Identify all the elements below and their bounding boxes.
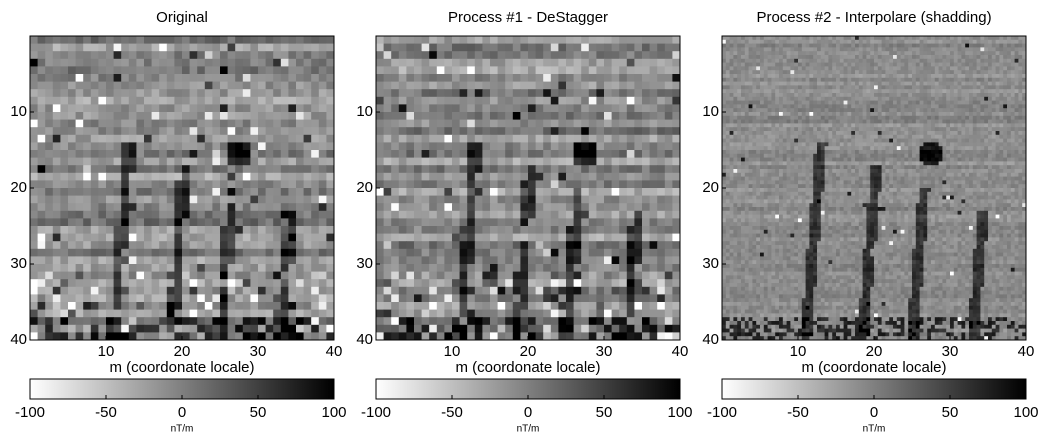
colorbar-tick-label: 0	[178, 404, 186, 421]
x-axis-label: m (coordonate locale)	[109, 359, 254, 376]
colorbar-tick-label: 0	[870, 404, 878, 421]
x-tick-label: 40	[1018, 343, 1035, 360]
colorbar-tick-label: 100	[667, 404, 692, 421]
panel-title: Original	[156, 9, 208, 26]
y-tick-label: 40	[356, 331, 373, 348]
x-tick-label: 10	[444, 343, 461, 360]
panel-title: Process #2 - Interpolare (shadding)	[756, 9, 991, 26]
colorbar-tick-label: -50	[441, 404, 463, 421]
y-tick-label: 40	[10, 331, 27, 348]
image	[30, 36, 335, 341]
colorbar-tick-label: 100	[1013, 404, 1038, 421]
x-tick-label: 20	[520, 343, 537, 360]
x-tick-label: 30	[250, 343, 267, 360]
colorbar-label: nT/m	[171, 424, 194, 435]
x-tick-label: 30	[596, 343, 613, 360]
y-tick-label: 40	[702, 331, 719, 348]
y-tick-label: 30	[356, 255, 373, 272]
x-tick-label: 30	[942, 343, 959, 360]
colorbar-tick-label: 50	[596, 404, 613, 421]
colorbar-tick-label: 50	[250, 404, 267, 421]
y-tick-label: 10	[10, 103, 27, 120]
y-tick-label: 20	[702, 179, 719, 196]
image	[376, 36, 681, 341]
image	[722, 36, 1027, 341]
y-tick-label: 20	[10, 179, 27, 196]
y-tick-label: 10	[702, 103, 719, 120]
colorbar-label: nT/m	[517, 424, 540, 435]
colorbar-label: nT/m	[863, 424, 886, 435]
y-tick-label: 30	[10, 255, 27, 272]
colorbar-tick-label: 100	[321, 404, 346, 421]
colorbar-tick-label: 0	[524, 404, 532, 421]
x-tick-label: 40	[672, 343, 689, 360]
x-tick-label: 40	[326, 343, 343, 360]
panel-title: Process #1 - DeStagger	[448, 9, 608, 26]
x-tick-label: 20	[174, 343, 191, 360]
x-axis-label: m (coordonate locale)	[801, 359, 946, 376]
colorbar-tick-label: -100	[15, 404, 45, 421]
colorbar-tick-label: -100	[707, 404, 737, 421]
colorbar-tick-label: -50	[95, 404, 117, 421]
x-tick-label: 10	[98, 343, 115, 360]
colorbar-tick-label: -100	[361, 404, 391, 421]
colorbar-tick-label: -50	[787, 404, 809, 421]
y-tick-label: 10	[356, 103, 373, 120]
y-tick-label: 20	[356, 179, 373, 196]
colorbar-tick-label: 50	[942, 404, 959, 421]
x-tick-label: 10	[790, 343, 807, 360]
y-tick-label: 30	[702, 255, 719, 272]
x-tick-label: 20	[866, 343, 883, 360]
x-axis-label: m (coordonate locale)	[455, 359, 600, 376]
